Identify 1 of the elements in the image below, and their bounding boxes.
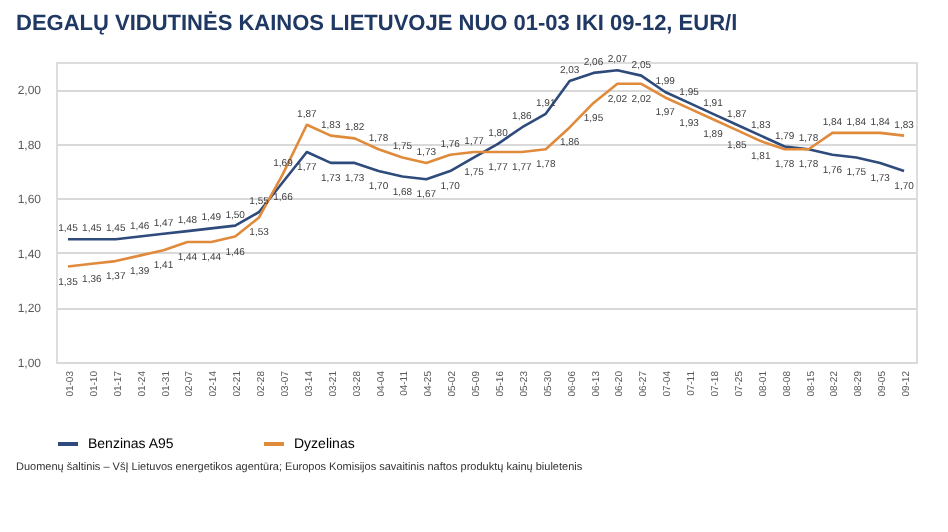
chart-title: DEGALŲ VIDUTINĖS KAINOS LIETUVOJE NUO 01-03 IKI 09-12, EUR/l [16,10,738,37]
